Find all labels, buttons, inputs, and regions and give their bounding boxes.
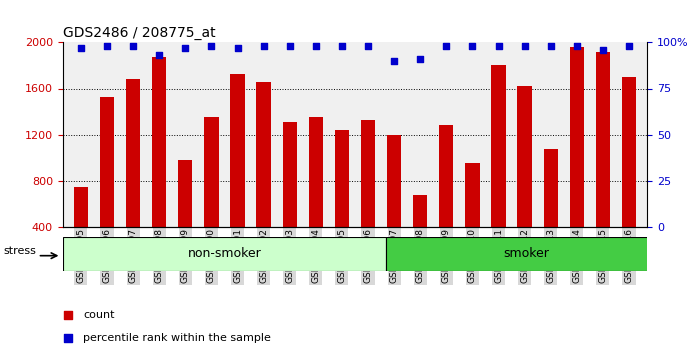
Point xyxy=(493,43,504,49)
Bar xyxy=(569,47,584,273)
Bar xyxy=(204,117,219,273)
Text: non-smoker: non-smoker xyxy=(188,247,261,261)
Bar xyxy=(126,79,141,273)
Point xyxy=(127,43,139,49)
Point xyxy=(284,43,295,49)
Point xyxy=(336,43,347,49)
Bar xyxy=(74,188,88,273)
Point xyxy=(545,43,556,49)
Point xyxy=(75,45,86,51)
Bar xyxy=(178,160,193,273)
Point xyxy=(180,45,191,51)
Point xyxy=(441,43,452,49)
Bar xyxy=(517,86,532,273)
Bar xyxy=(622,77,636,273)
Point xyxy=(258,43,269,49)
Point xyxy=(415,56,426,62)
Point xyxy=(519,43,530,49)
Point xyxy=(467,43,478,49)
Point xyxy=(206,43,217,49)
Text: stress: stress xyxy=(3,246,36,256)
Point xyxy=(597,47,608,53)
Bar xyxy=(491,65,506,273)
Bar xyxy=(596,52,610,273)
Text: GDS2486 / 208775_at: GDS2486 / 208775_at xyxy=(63,26,215,40)
Point xyxy=(402,210,413,216)
Point xyxy=(402,0,413,4)
Bar xyxy=(283,122,297,273)
Point xyxy=(154,52,165,58)
Bar xyxy=(544,149,558,273)
Bar xyxy=(386,237,665,271)
Bar xyxy=(335,130,349,273)
Bar xyxy=(361,120,375,273)
Text: percentile rank within the sample: percentile rank within the sample xyxy=(83,333,271,343)
Text: smoker: smoker xyxy=(503,247,549,261)
Point xyxy=(388,58,400,64)
Bar xyxy=(413,195,427,273)
Bar xyxy=(100,97,114,273)
Point xyxy=(363,43,374,49)
Point xyxy=(310,43,322,49)
Bar xyxy=(63,237,386,271)
Bar xyxy=(230,74,245,273)
Point xyxy=(571,43,583,49)
Point xyxy=(624,43,635,49)
Bar xyxy=(439,125,454,273)
Bar xyxy=(465,163,480,273)
Bar xyxy=(308,117,323,273)
Point xyxy=(232,45,243,51)
Bar xyxy=(387,135,402,273)
Point xyxy=(102,43,113,49)
Text: count: count xyxy=(83,310,115,320)
Bar xyxy=(256,82,271,273)
Bar xyxy=(152,57,166,273)
